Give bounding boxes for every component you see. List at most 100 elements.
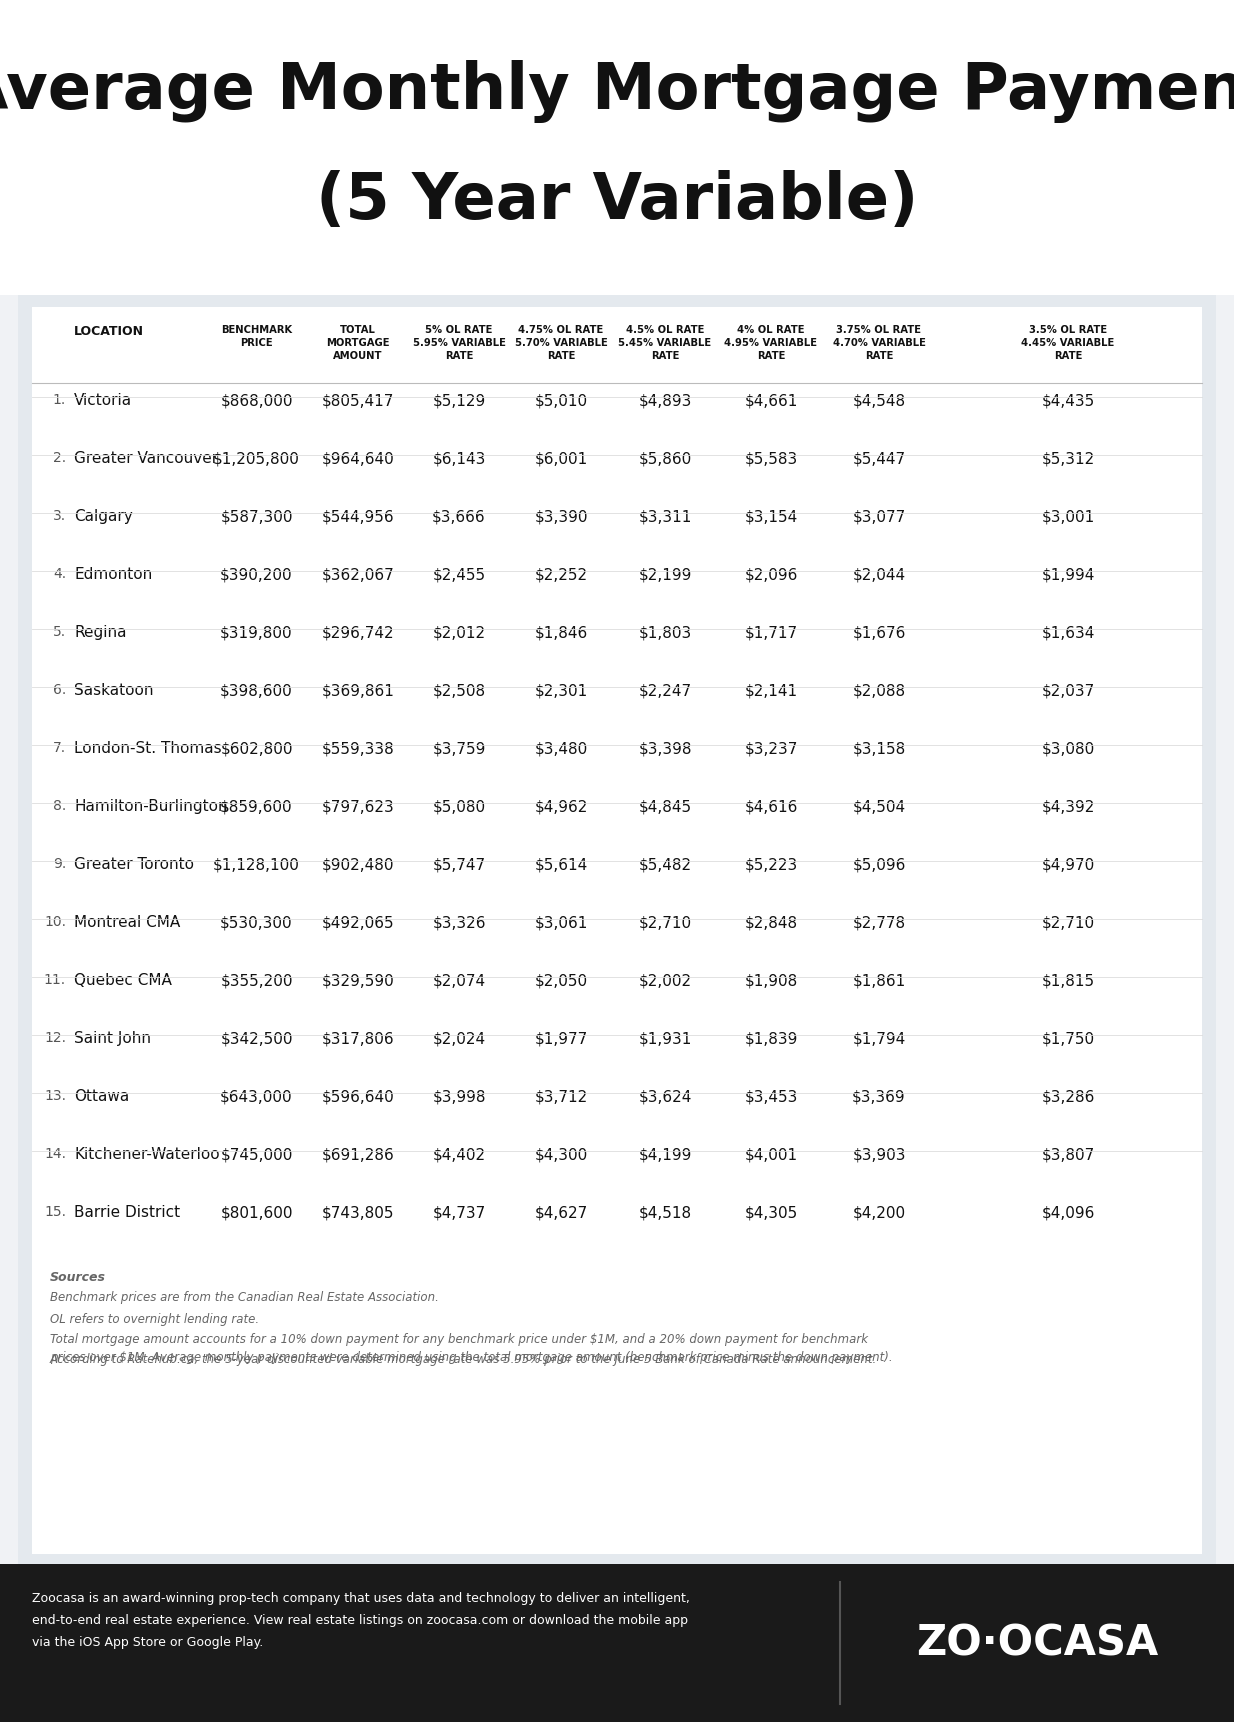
Text: Barrie District: Barrie District	[74, 1205, 180, 1219]
Text: 3.: 3.	[53, 510, 65, 523]
FancyBboxPatch shape	[32, 307, 1202, 1553]
Text: 1.: 1.	[53, 393, 65, 406]
Text: $5,080: $5,080	[432, 799, 485, 815]
Text: $2,096: $2,096	[744, 567, 797, 582]
Text: $4,616: $4,616	[744, 799, 797, 815]
Text: $355,200: $355,200	[220, 973, 292, 988]
Text: $2,247: $2,247	[638, 684, 691, 697]
Text: $5,583: $5,583	[744, 451, 797, 467]
Text: $2,455: $2,455	[432, 567, 485, 582]
Text: $3,369: $3,369	[853, 1088, 906, 1104]
Text: OL refers to overnight lending rate.: OL refers to overnight lending rate.	[51, 1312, 259, 1326]
Text: $4,200: $4,200	[853, 1205, 906, 1219]
Text: 14.: 14.	[44, 1147, 65, 1161]
FancyBboxPatch shape	[0, 0, 1234, 294]
Text: $745,000: $745,000	[221, 1147, 292, 1162]
Text: Average Monthly Mortgage Payment: Average Monthly Mortgage Payment	[0, 60, 1234, 122]
Text: $2,074: $2,074	[432, 973, 485, 988]
Text: Calgary: Calgary	[74, 510, 133, 523]
Text: $801,600: $801,600	[220, 1205, 292, 1219]
Text: $296,742: $296,742	[322, 625, 395, 641]
Text: 5.: 5.	[53, 625, 65, 639]
Text: 2.: 2.	[53, 451, 65, 465]
Text: $559,338: $559,338	[322, 740, 395, 756]
Text: $2,037: $2,037	[1041, 684, 1095, 697]
Text: $4,001: $4,001	[744, 1147, 797, 1162]
Text: 7.: 7.	[53, 740, 65, 754]
Text: $2,044: $2,044	[853, 567, 906, 582]
Text: 4.5% OL RATE
5.45% VARIABLE
RATE: 4.5% OL RATE 5.45% VARIABLE RATE	[618, 325, 712, 360]
Text: $5,482: $5,482	[638, 858, 691, 871]
Text: TOTAL
MORTGAGE
AMOUNT: TOTAL MORTGAGE AMOUNT	[326, 325, 390, 360]
Text: $2,848: $2,848	[744, 914, 797, 930]
Text: $3,080: $3,080	[1041, 740, 1095, 756]
Text: $868,000: $868,000	[220, 393, 292, 408]
Text: 4% OL RATE
4.95% VARIABLE
RATE: 4% OL RATE 4.95% VARIABLE RATE	[724, 325, 817, 360]
Text: $602,800: $602,800	[220, 740, 292, 756]
Text: Total mortgage amount accounts for a 10% down payment for any benchmark price un: Total mortgage amount accounts for a 10%…	[51, 1333, 892, 1364]
Text: According to Ratehub.ca, the 5-year discounted variable mortgage rate was 5.95% : According to Ratehub.ca, the 5-year disc…	[51, 1353, 877, 1366]
Text: $362,067: $362,067	[322, 567, 395, 582]
Text: $3,998: $3,998	[432, 1088, 486, 1104]
Text: $4,548: $4,548	[853, 393, 906, 408]
Text: 11.: 11.	[44, 973, 65, 987]
Text: $3,903: $3,903	[853, 1147, 906, 1162]
Text: $329,590: $329,590	[322, 973, 395, 988]
Text: Sources: Sources	[51, 1271, 106, 1285]
Text: $1,205,800: $1,205,800	[213, 451, 300, 467]
Text: $5,312: $5,312	[1041, 451, 1095, 467]
Text: $964,640: $964,640	[322, 451, 395, 467]
Text: Regina: Regina	[74, 625, 127, 641]
Text: $3,286: $3,286	[1041, 1088, 1095, 1104]
Text: $5,223: $5,223	[744, 858, 797, 871]
Text: $319,800: $319,800	[220, 625, 292, 641]
Text: $2,508: $2,508	[432, 684, 485, 697]
Text: $2,141: $2,141	[744, 684, 797, 697]
Text: $4,518: $4,518	[638, 1205, 691, 1219]
Text: (5 Year Variable): (5 Year Variable)	[316, 170, 918, 232]
Text: $4,962: $4,962	[534, 799, 587, 815]
Text: $390,200: $390,200	[220, 567, 292, 582]
Text: $1,994: $1,994	[1041, 567, 1095, 582]
Text: $317,806: $317,806	[322, 1031, 395, 1045]
Text: $4,435: $4,435	[1041, 393, 1095, 408]
Text: 6.: 6.	[53, 684, 65, 697]
Text: $691,286: $691,286	[322, 1147, 395, 1162]
Text: $3,077: $3,077	[853, 510, 906, 523]
Text: $743,805: $743,805	[322, 1205, 394, 1219]
Text: $2,710: $2,710	[638, 914, 691, 930]
Text: $4,504: $4,504	[853, 799, 906, 815]
Text: $4,661: $4,661	[744, 393, 797, 408]
Text: $2,088: $2,088	[853, 684, 906, 697]
Text: $3,001: $3,001	[1041, 510, 1095, 523]
Text: $1,908: $1,908	[744, 973, 797, 988]
Text: $1,750: $1,750	[1041, 1031, 1095, 1045]
Text: $596,640: $596,640	[322, 1088, 395, 1104]
Text: $4,737: $4,737	[432, 1205, 486, 1219]
Text: Benchmark prices are from the Canadian Real Estate Association.: Benchmark prices are from the Canadian R…	[51, 1292, 439, 1304]
Text: 12.: 12.	[44, 1031, 65, 1045]
Text: $5,447: $5,447	[853, 451, 906, 467]
Text: $859,600: $859,600	[220, 799, 292, 815]
FancyBboxPatch shape	[0, 1564, 1234, 1722]
Text: $797,623: $797,623	[322, 799, 395, 815]
Text: $4,305: $4,305	[744, 1205, 797, 1219]
Text: $5,096: $5,096	[853, 858, 906, 871]
Text: $5,010: $5,010	[534, 393, 587, 408]
Text: Saint John: Saint John	[74, 1031, 151, 1045]
Text: $1,634: $1,634	[1041, 625, 1095, 641]
Text: ZO·OCASA: ZO·OCASA	[916, 1622, 1159, 1663]
Text: $2,301: $2,301	[534, 684, 587, 697]
Text: Hamilton-Burlington: Hamilton-Burlington	[74, 799, 227, 815]
Text: $805,417: $805,417	[322, 393, 394, 408]
Text: $3,759: $3,759	[432, 740, 486, 756]
Text: $342,500: $342,500	[220, 1031, 292, 1045]
Text: Edmonton: Edmonton	[74, 567, 152, 582]
Text: 13.: 13.	[44, 1088, 65, 1104]
Text: $2,024: $2,024	[432, 1031, 485, 1045]
Text: $4,402: $4,402	[432, 1147, 485, 1162]
Text: $1,128,100: $1,128,100	[213, 858, 300, 871]
Text: Saskatoon: Saskatoon	[74, 684, 153, 697]
Text: $3,311: $3,311	[638, 510, 692, 523]
Text: $2,002: $2,002	[638, 973, 691, 988]
